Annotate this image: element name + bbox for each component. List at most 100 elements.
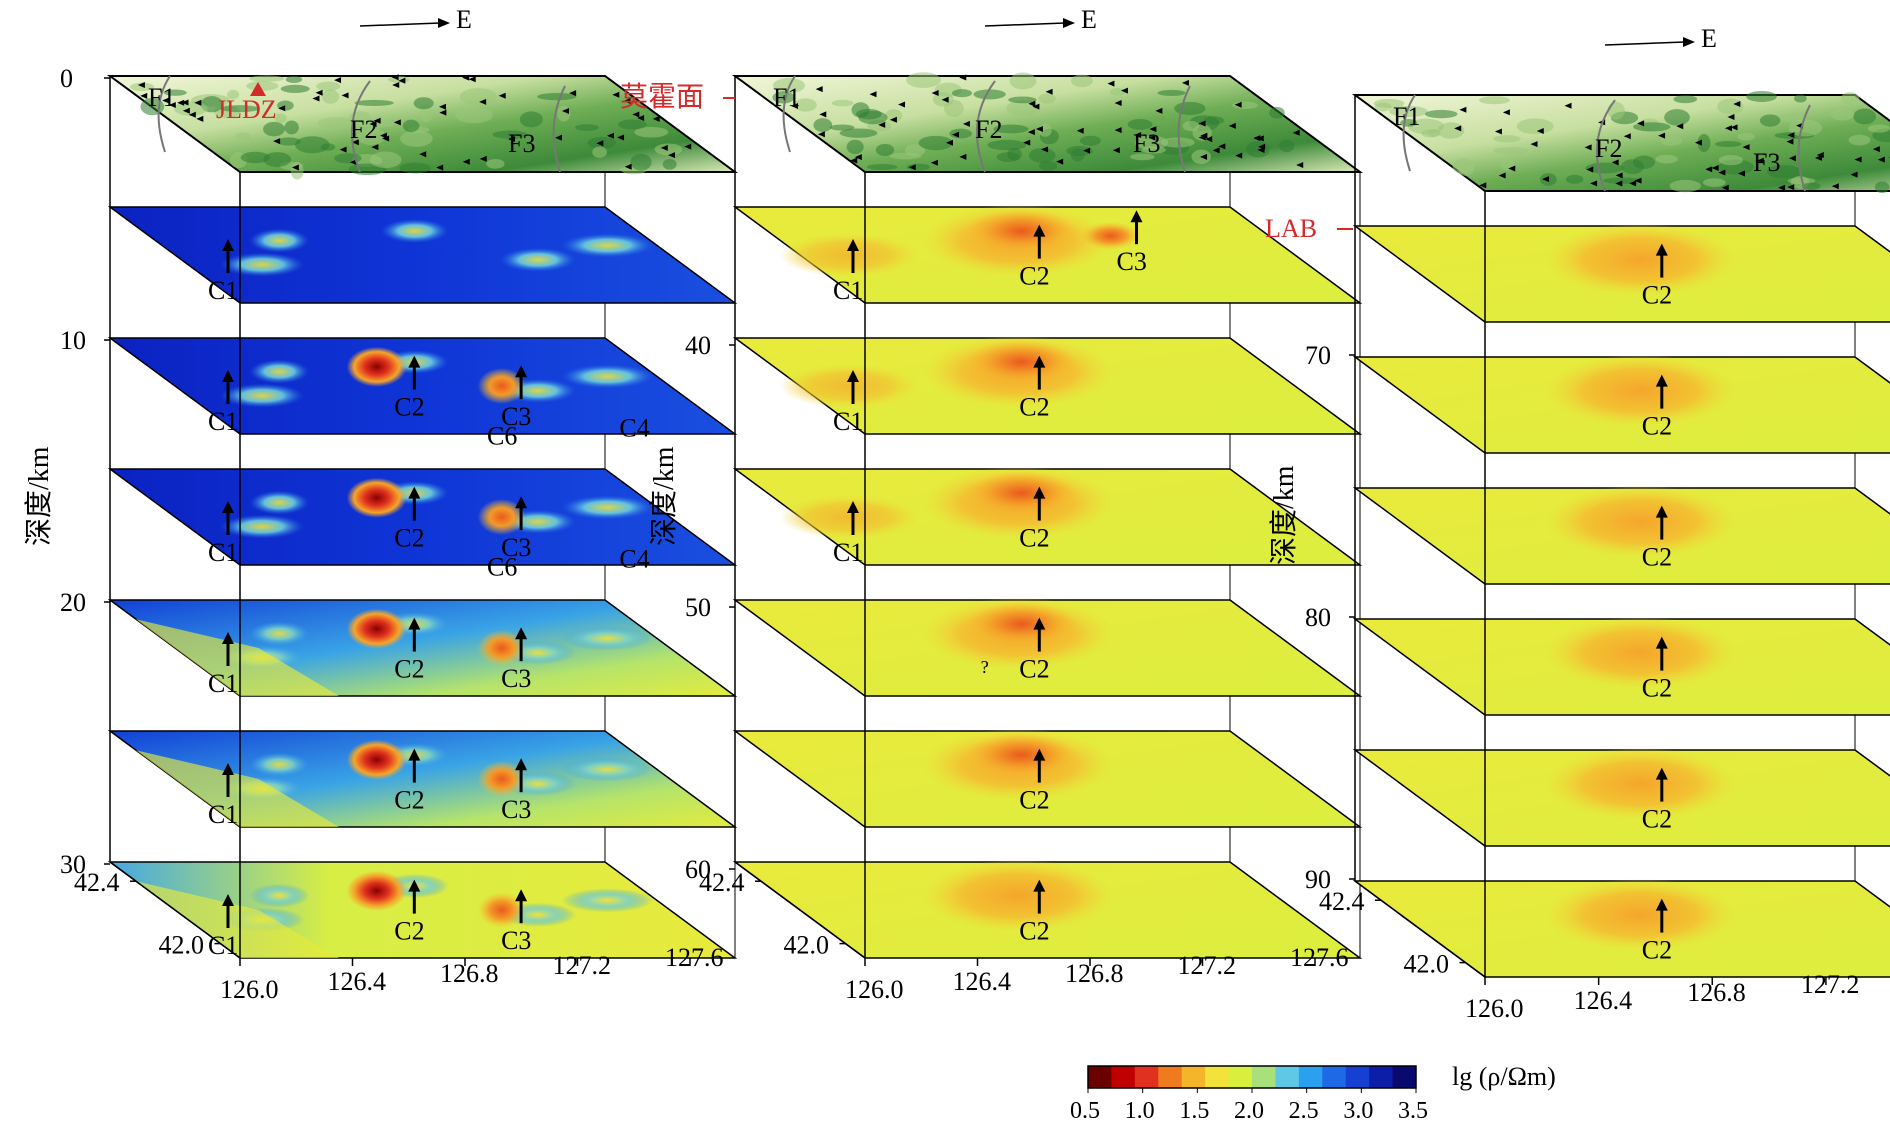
arrowhead-icon <box>1033 748 1046 761</box>
depth-tick: 20 <box>60 588 86 617</box>
arrowhead-icon <box>222 632 234 644</box>
depth-slice: C1 <box>107 206 738 305</box>
anomaly-label: C1 <box>208 407 238 436</box>
fault-label-f1: F1 <box>1393 102 1420 131</box>
colorbar-swatch <box>1111 1066 1136 1088</box>
anomaly-label: C3 <box>501 795 531 824</box>
arrowhead-icon <box>1683 37 1695 47</box>
colorbar-swatch <box>1252 1066 1276 1088</box>
anomaly-label: C3 <box>501 926 531 955</box>
anomaly-label: C2 <box>1019 262 1049 291</box>
anomaly-label: C6 <box>487 552 517 581</box>
east-direction: E <box>359 5 472 34</box>
arrowhead-icon <box>222 894 234 906</box>
depth-tick: 90 <box>1305 865 1331 894</box>
fault-label-f3: F3 <box>1133 129 1160 158</box>
latitude-tick: 42.0 <box>159 931 205 960</box>
anomaly-label: C1 <box>208 276 238 305</box>
east-label: E <box>1081 5 1097 34</box>
depth-axis-title: 深度/km <box>23 446 55 546</box>
anomaly-label: C2 <box>394 393 424 422</box>
depth-tick: 60 <box>685 855 711 884</box>
arrowhead-icon <box>515 627 528 640</box>
colorbar-swatch <box>1345 1066 1370 1088</box>
colorbar-tick: 1.0 <box>1125 1098 1155 1124</box>
longitude-tick: 127.2 <box>1801 970 1860 999</box>
anomaly-label: C2 <box>1019 393 1049 422</box>
fault-label-f1: F1 <box>773 83 800 112</box>
depth-slice: C2 <box>732 859 1363 959</box>
colorbar-tick: 2.5 <box>1289 1098 1319 1124</box>
terrain-map: F1 F2 F3 <box>731 72 1364 173</box>
arrowhead-icon <box>1033 355 1046 368</box>
arrowhead-icon <box>847 239 859 251</box>
colorbar-tick: 3.5 <box>1398 1098 1428 1124</box>
longitude-tick: 126.0 <box>1465 994 1524 1023</box>
fault-label-f2: F2 <box>1595 134 1622 163</box>
depth-tick: 40 <box>685 331 711 360</box>
latitude-tick: 42.0 <box>784 931 830 960</box>
depth-tick: 80 <box>1305 603 1331 632</box>
arrowhead-icon <box>515 496 528 509</box>
arrowhead-icon <box>847 501 859 513</box>
longitude-tick: 127.2 <box>553 951 612 980</box>
anomaly-label: ? <box>981 657 989 677</box>
panel-3: F1 F2 F3 E C2 C2 C2 C2 C2 C2 70 80 90 深度/km 42.4 42.0 12… <box>1265 24 1890 1023</box>
colorbar-swatch <box>1298 1066 1323 1088</box>
anomaly-label: C2 <box>1019 655 1049 684</box>
arrowhead-icon <box>515 365 528 378</box>
depth-tick: 70 <box>1305 341 1331 370</box>
colorbar-swatch <box>1158 1066 1183 1088</box>
arrowhead-icon <box>222 239 234 251</box>
anomaly-label: C2 <box>1642 674 1672 703</box>
latitude-tick: 42.4 <box>1319 887 1365 916</box>
anomaly-label: C2 <box>394 917 424 946</box>
lab-marker: LAB <box>1265 214 1353 243</box>
arrowhead-icon <box>1033 879 1046 892</box>
anomaly-label: C6 <box>487 421 517 450</box>
anomaly-label: C1 <box>833 276 863 305</box>
longitude-tick: 127.6 <box>1290 943 1349 972</box>
longitude-tick: 126.8 <box>440 959 499 988</box>
longitude-tick: 126.8 <box>1065 959 1124 988</box>
latitude-tick: 42.4 <box>699 868 745 897</box>
anomaly-label: C3 <box>501 402 531 431</box>
arrowhead-icon <box>222 501 234 513</box>
arrowhead-icon <box>1655 243 1668 256</box>
moho-marker: 莫霍面 <box>620 81 735 113</box>
station-triangle-icon <box>250 82 266 96</box>
longitude-tick: 126.0 <box>220 975 279 1004</box>
arrowhead-icon <box>222 370 234 382</box>
anomaly-label: C1 <box>833 407 863 436</box>
longitude-tick: 126.8 <box>1687 978 1746 1007</box>
anomaly-label: C1 <box>208 800 238 829</box>
arrowhead-icon <box>438 18 450 28</box>
anomaly-label: C2 <box>394 524 424 553</box>
fault-label-f1: F1 <box>148 83 175 112</box>
arrowhead-icon <box>1063 18 1075 28</box>
station-jldz: JLDZ <box>216 82 277 124</box>
depth-tick: 10 <box>60 326 86 355</box>
depth-slice: C1 C2 <box>732 335 1363 436</box>
depth-slice: C2 <box>1352 747 1890 847</box>
anomaly-label: C3 <box>1117 247 1147 276</box>
colorbar-swatch <box>1181 1066 1206 1088</box>
colorbar-swatch <box>1369 1066 1394 1088</box>
arrowhead-icon <box>222 763 234 775</box>
anomaly-label: C1 <box>833 538 863 567</box>
arrowhead-icon <box>1130 210 1143 223</box>
colorbar-label: lg (ρ/Ωm) <box>1452 1062 1556 1091</box>
terrain-map: F1 F2 F3 <box>1351 90 1890 194</box>
arrowhead-icon <box>1655 636 1668 649</box>
fault-label-f2: F2 <box>350 115 377 144</box>
east-direction: E <box>1604 24 1717 53</box>
depth-axis-title: 深度/km <box>648 446 680 546</box>
colorbar-swatch <box>1228 1066 1253 1088</box>
arrowhead-icon <box>408 748 421 761</box>
anomaly-label: C2 <box>394 786 424 815</box>
